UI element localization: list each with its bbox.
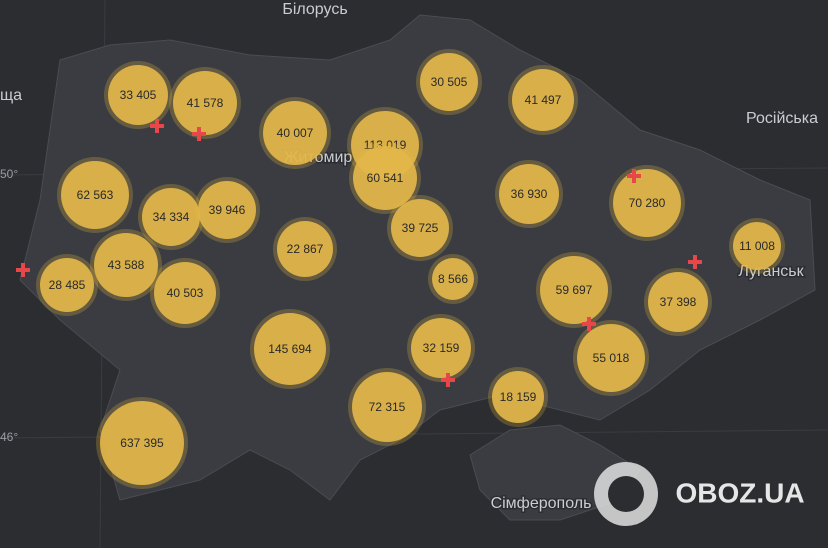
hospital-icon	[16, 263, 30, 277]
bubble-label: 18 159	[500, 390, 537, 404]
bubble-label: 39 946	[209, 203, 246, 217]
bubble-label: 30 505	[431, 75, 468, 89]
bubble-label: 62 563	[77, 188, 114, 202]
bubble-label: 55 018	[593, 351, 630, 365]
bubble	[198, 181, 256, 239]
bubble	[648, 272, 708, 332]
bubble	[94, 233, 158, 297]
bubble-label: 33 405	[120, 88, 157, 102]
bubble-label: 8 566	[438, 272, 468, 286]
place-label: Білорусь	[282, 1, 347, 18]
bubble-label: 41 578	[187, 96, 224, 110]
bubble	[613, 169, 681, 237]
bubble	[391, 199, 449, 257]
bubble	[499, 164, 559, 224]
hospital-icon	[150, 119, 164, 133]
bubble	[411, 318, 471, 378]
bubble	[100, 401, 184, 485]
bubble-label: 41 497	[525, 93, 562, 107]
bubble	[352, 372, 422, 442]
bubble	[577, 324, 645, 392]
bubble	[353, 146, 417, 210]
bubble-label: 40 007	[277, 126, 314, 140]
bubble	[40, 258, 94, 312]
bubble	[540, 256, 608, 324]
bubble-label: 145 694	[268, 342, 312, 356]
bubble-label: 60 541	[367, 171, 404, 185]
hospital-icon	[688, 255, 702, 269]
place-label: ща	[0, 87, 22, 104]
bubble-label: 22 867	[287, 242, 324, 256]
latitude-label: 46°	[0, 430, 18, 444]
bubble	[277, 221, 333, 277]
bubble-label: 40 503	[167, 286, 204, 300]
bubble	[108, 65, 168, 125]
bubble-label: 43 588	[108, 258, 145, 272]
watermark: OBOZ.UA	[594, 462, 805, 526]
bubble	[173, 71, 237, 135]
hospital-icon	[582, 317, 596, 331]
bubble	[142, 188, 200, 246]
bubble-label: 72 315	[369, 400, 406, 414]
watermark-text: OBOZ.UA	[675, 477, 804, 508]
bubble-label: 11 008	[739, 239, 775, 253]
hospital-icon	[441, 373, 455, 387]
bubble-label: 637 395	[120, 436, 164, 450]
bubble-label: 28 485	[49, 278, 86, 292]
bubble	[254, 313, 326, 385]
latitude-label: 50°	[0, 167, 18, 181]
bubble	[492, 371, 544, 423]
bubble	[420, 53, 478, 111]
bubble	[61, 161, 129, 229]
bubble	[733, 222, 781, 270]
bubble-label: 36 930	[511, 187, 548, 201]
watermark-logo	[608, 476, 644, 512]
bubble-label: 37 398	[660, 295, 697, 309]
place-label: Росiйська	[746, 110, 818, 127]
bubble	[512, 69, 574, 131]
bubble-label: 70 280	[629, 196, 666, 210]
bubble	[263, 101, 327, 165]
bubble	[154, 262, 216, 324]
bubble-label: 34 334	[153, 210, 190, 224]
hospital-icon	[627, 169, 641, 183]
place-label: Сімферополь	[491, 495, 592, 512]
bubble	[432, 258, 474, 300]
bubble-label: 32 159	[423, 341, 460, 355]
bubble-label: 39 725	[402, 221, 439, 235]
hospital-icon	[192, 127, 206, 141]
bubble-label: 59 697	[556, 283, 593, 297]
